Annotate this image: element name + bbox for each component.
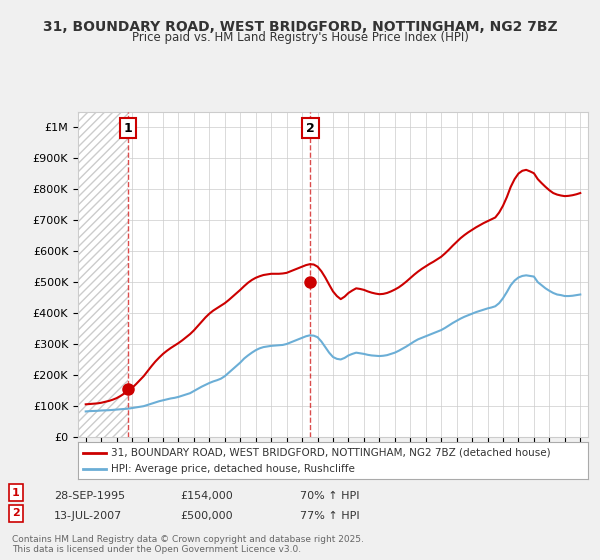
Text: 2: 2 <box>306 122 315 135</box>
Text: 31, BOUNDARY ROAD, WEST BRIDGFORD, NOTTINGHAM, NG2 7BZ: 31, BOUNDARY ROAD, WEST BRIDGFORD, NOTTI… <box>43 20 557 34</box>
Text: 31, BOUNDARY ROAD, WEST BRIDGFORD, NOTTINGHAM, NG2 7BZ (detached house): 31, BOUNDARY ROAD, WEST BRIDGFORD, NOTTI… <box>111 447 551 458</box>
Text: £154,000: £154,000 <box>180 491 233 501</box>
Bar <box>78 112 128 437</box>
Text: 28-SEP-1995: 28-SEP-1995 <box>54 491 125 501</box>
Text: 77% ↑ HPI: 77% ↑ HPI <box>300 511 359 521</box>
Text: HPI: Average price, detached house, Rushcliffe: HPI: Average price, detached house, Rush… <box>111 464 355 474</box>
Text: £500,000: £500,000 <box>180 511 233 521</box>
Text: Contains HM Land Registry data © Crown copyright and database right 2025.
This d: Contains HM Land Registry data © Crown c… <box>12 535 364 554</box>
Text: 2: 2 <box>12 508 20 519</box>
Text: 13-JUL-2007: 13-JUL-2007 <box>54 511 122 521</box>
Text: 70% ↑ HPI: 70% ↑ HPI <box>300 491 359 501</box>
Text: 1: 1 <box>12 488 20 498</box>
Text: Price paid vs. HM Land Registry's House Price Index (HPI): Price paid vs. HM Land Registry's House … <box>131 31 469 44</box>
Text: 1: 1 <box>124 122 133 135</box>
